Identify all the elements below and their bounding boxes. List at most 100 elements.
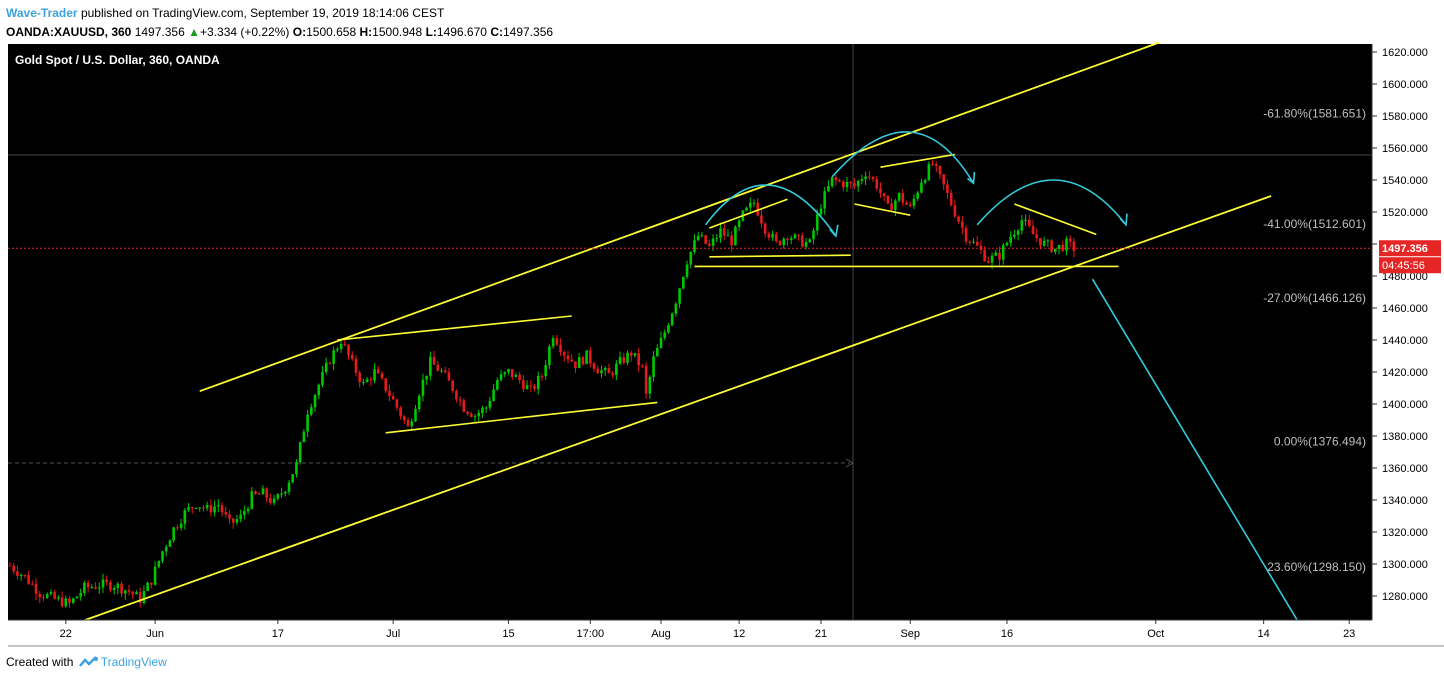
candle-body <box>972 241 975 243</box>
candle-body <box>45 594 49 598</box>
time-tick-label: 16 <box>1001 628 1013 640</box>
candle-body <box>994 252 998 256</box>
candle-body <box>380 373 384 379</box>
candle-body <box>157 560 161 567</box>
candle-body <box>447 372 451 381</box>
candle-body <box>224 512 228 515</box>
plot-area[interactable] <box>8 44 1372 620</box>
candle-body <box>968 241 972 243</box>
candle-body <box>730 235 733 246</box>
time-tick-label: Jun <box>146 628 164 640</box>
price-axis-bg <box>1372 44 1444 620</box>
candle-body <box>395 399 399 408</box>
candle-body <box>164 546 168 552</box>
time-axis[interactable]: 22 Jun 17 Jul 15 17:00 Aug 12 21 Sep 16 Oct 14 23 <box>8 619 1444 647</box>
countdown-label: 04:45:56 <box>1382 260 1425 272</box>
candle-body <box>153 566 157 585</box>
candle-body <box>220 505 224 513</box>
candle-body <box>693 240 696 252</box>
candle-body <box>142 591 146 604</box>
arc-3-arrow-icon <box>1119 213 1128 227</box>
candle-body <box>760 215 763 224</box>
candle-body <box>496 380 499 390</box>
candle-body <box>161 551 164 561</box>
candle-body <box>522 380 525 390</box>
candle-body <box>912 198 916 206</box>
candle-body <box>648 376 652 394</box>
candle-body <box>187 507 190 511</box>
candle-body <box>451 380 454 391</box>
candle-body <box>109 582 112 591</box>
candle-body <box>797 234 800 236</box>
top2-upper-line <box>880 153 956 168</box>
time-tick-label: Oct <box>1147 628 1164 640</box>
candle-body <box>213 506 216 513</box>
candle-body <box>864 176 867 180</box>
candle-body <box>518 374 521 381</box>
price-change: +3.334 (+0.22%) <box>200 25 290 39</box>
candle-body <box>406 420 410 427</box>
candle-body <box>1065 238 1068 251</box>
candle-body <box>332 350 335 364</box>
candle-body <box>659 337 663 349</box>
candle-body <box>589 350 592 364</box>
candle-body <box>663 332 667 338</box>
price-tick-label: 1420.000 <box>1382 367 1428 379</box>
candle-body <box>246 508 250 512</box>
low-label: L: <box>425 25 437 39</box>
time-axis-bg <box>8 620 1372 646</box>
candle-body <box>1072 241 1076 251</box>
price-tick-label: 1540.000 <box>1382 175 1428 187</box>
candle-body <box>254 491 257 494</box>
chart-title: Gold Spot / U.S. Dollar, 360, OANDA <box>15 53 220 67</box>
candle-body <box>135 592 138 595</box>
candle-body <box>228 514 231 519</box>
candle-body <box>42 597 45 599</box>
candle-body <box>529 385 533 387</box>
author-name[interactable]: Wave-Trader <box>6 6 78 20</box>
flag-upper-line <box>337 315 572 341</box>
candle-body <box>998 252 1001 260</box>
price-tick-label: 1300.000 <box>1382 559 1428 571</box>
candle-body <box>190 507 194 509</box>
candle-body <box>808 239 812 243</box>
candle-body <box>105 579 109 583</box>
candle-body <box>920 182 923 193</box>
candle-body <box>748 202 752 208</box>
candle-body <box>265 488 268 499</box>
time-tick-label: 23 <box>1343 628 1355 640</box>
candle-body <box>469 413 473 417</box>
candle-body <box>231 518 235 523</box>
price-tick-label: 1400.000 <box>1382 399 1428 411</box>
fib-levels: -61.80%(1581.651) -41.00%(1512.601) -27.00… <box>1263 106 1366 574</box>
candle-body <box>726 235 730 237</box>
candle-body <box>890 203 893 210</box>
candle-body <box>399 407 402 417</box>
candle-body <box>477 412 481 417</box>
candle-body <box>124 590 127 594</box>
candle-body <box>592 363 596 369</box>
created-with-label: Created with <box>6 655 74 669</box>
candle-body <box>562 351 566 356</box>
candle-body <box>782 238 786 246</box>
candle-body <box>815 214 819 231</box>
close-value: 1497.356 <box>502 25 554 39</box>
high-label: H: <box>359 25 373 39</box>
candle-body <box>756 202 760 216</box>
candle-body <box>719 228 722 239</box>
tradingview-brand[interactable]: TradingView <box>100 655 167 669</box>
candle-body <box>689 251 693 265</box>
candle-body <box>57 597 60 599</box>
candle-body <box>987 261 990 263</box>
candle-body <box>462 400 466 412</box>
candle-body <box>310 407 313 415</box>
candle-body <box>737 220 741 227</box>
candle-body <box>336 348 339 351</box>
drawings-layer <box>8 41 1372 623</box>
candle-body <box>198 507 202 509</box>
candle-body <box>734 226 737 246</box>
price-tick-label: 1580.000 <box>1382 111 1428 123</box>
candle-body <box>172 527 175 541</box>
price-axis[interactable]: 1620.000 1600.000 1580.000 1560.000 1540.000… <box>1371 44 1444 620</box>
